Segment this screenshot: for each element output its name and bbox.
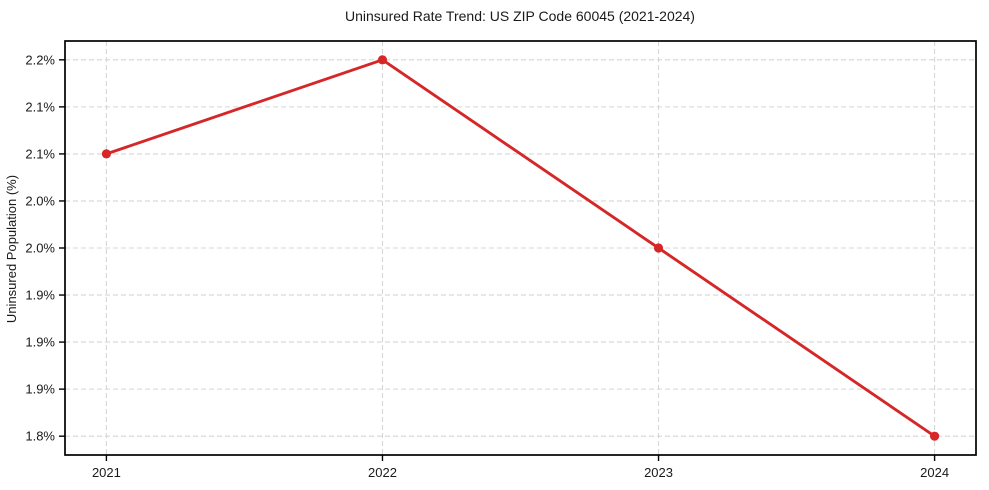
y-tick-label: 2.2% [25,52,55,67]
chart-layer: 2021 2022 2023 2024 1.8% 1.9% 1.9% 1.9% 2.0% 2.0%… [25,40,977,480]
y-tick-label: 2.0% [25,241,55,256]
x-tick-label: 2021 [92,465,121,480]
y-tick-label: 2.0% [25,193,55,208]
y-tick-label: 1.9% [25,382,55,397]
y-tick-label: 1.8% [25,429,55,444]
y-tick-label: 1.9% [25,335,55,350]
y-tick-label: 2.1% [25,99,55,114]
data-point-2023 [653,243,664,253]
data-point-2024 [929,431,940,441]
data-point-2021 [101,149,112,159]
y-axis-label: Uninsured Population (%) [4,175,19,323]
chart-title: Uninsured Rate Trend: US ZIP Code 60045 … [345,8,695,24]
data-point-2022 [377,55,388,65]
x-tick-label: 2022 [368,465,397,480]
x-tick-label: 2024 [920,465,949,480]
y-tick-label: 1.9% [25,288,55,303]
y-tick-label: 2.1% [25,146,55,161]
x-tick-label: 2023 [644,465,673,480]
trend-line [104,58,937,438]
plot-border [64,40,977,456]
